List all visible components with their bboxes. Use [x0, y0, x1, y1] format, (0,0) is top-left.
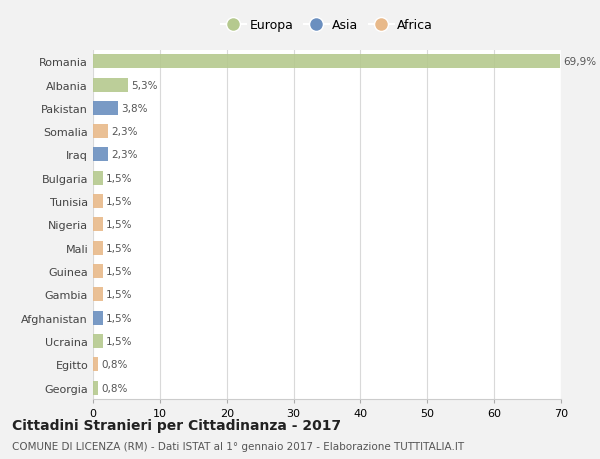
Text: 0,8%: 0,8%	[101, 359, 127, 369]
Text: 1,5%: 1,5%	[106, 174, 132, 184]
Text: 3,8%: 3,8%	[121, 104, 148, 114]
Text: 1,5%: 1,5%	[106, 243, 132, 253]
Text: 1,5%: 1,5%	[106, 196, 132, 207]
Bar	[93, 218, 103, 232]
Bar	[93, 311, 103, 325]
Bar	[93, 334, 103, 348]
Bar	[93, 195, 103, 209]
Text: 1,5%: 1,5%	[106, 266, 132, 276]
Bar	[93, 55, 560, 69]
Bar	[93, 358, 98, 371]
Bar	[93, 264, 103, 279]
Bar	[93, 78, 128, 92]
Legend: Europa, Asia, Africa: Europa, Asia, Africa	[216, 14, 438, 37]
Bar	[93, 171, 103, 185]
Bar	[93, 241, 103, 255]
Bar	[93, 381, 98, 395]
Text: 2,3%: 2,3%	[111, 150, 137, 160]
Text: 1,5%: 1,5%	[106, 220, 132, 230]
Text: 0,8%: 0,8%	[101, 383, 127, 393]
Bar	[93, 288, 103, 302]
Text: 69,9%: 69,9%	[563, 57, 596, 67]
Bar	[93, 101, 118, 116]
Text: COMUNE DI LICENZA (RM) - Dati ISTAT al 1° gennaio 2017 - Elaborazione TUTTITALIA: COMUNE DI LICENZA (RM) - Dati ISTAT al 1…	[12, 441, 464, 451]
Text: 1,5%: 1,5%	[106, 313, 132, 323]
Bar	[93, 125, 109, 139]
Text: Cittadini Stranieri per Cittadinanza - 2017: Cittadini Stranieri per Cittadinanza - 2…	[12, 418, 341, 431]
Text: 2,3%: 2,3%	[111, 127, 137, 137]
Text: 1,5%: 1,5%	[106, 290, 132, 300]
Text: 1,5%: 1,5%	[106, 336, 132, 346]
Text: 5,3%: 5,3%	[131, 80, 158, 90]
Bar	[93, 148, 109, 162]
